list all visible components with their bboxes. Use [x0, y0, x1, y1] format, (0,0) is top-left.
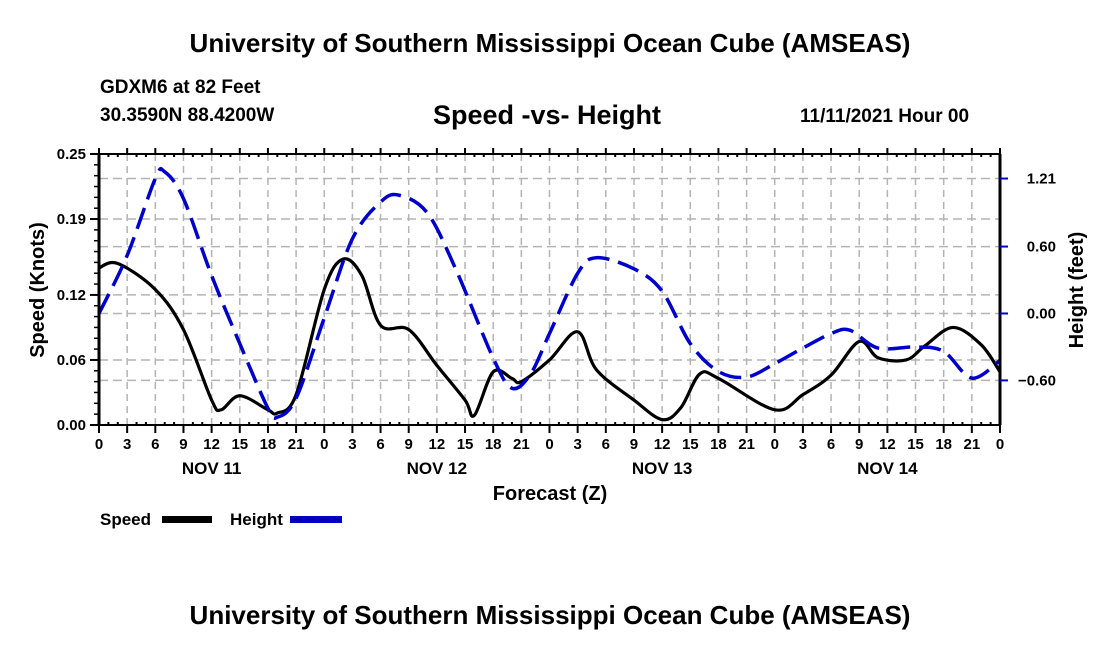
x-tick-label: 3: [573, 436, 581, 453]
x-tick-label: 0: [996, 436, 1004, 453]
x-tick-label: 6: [602, 436, 610, 453]
legend-label-speed: Speed: [100, 510, 151, 529]
day-label: NOV 12: [407, 459, 467, 478]
x-tick-label: 3: [123, 436, 131, 453]
legend-swatch-height: [290, 516, 342, 523]
x-tick-label: 9: [405, 436, 413, 453]
legend-swatch-speed: [162, 516, 212, 523]
x-tick-label: 15: [457, 436, 474, 453]
series-line-height: [97, 166, 1002, 421]
x-tick-label: 6: [151, 436, 159, 453]
x-tick-label: 18: [710, 436, 727, 453]
x-tick-label: 3: [799, 436, 807, 453]
footer-title: University of Southern Mississippi Ocean…: [189, 600, 911, 630]
x-tick-label: 18: [260, 436, 277, 453]
x-tick-label: 12: [203, 436, 220, 453]
x-tick-label: 15: [907, 436, 924, 453]
y-tick-label: 0.12: [57, 287, 86, 304]
chart-title: Speed -vs- Height: [433, 100, 662, 130]
series-line-speed: [98, 257, 1002, 422]
x-tick-label: 3: [348, 436, 356, 453]
x-tick-label: 21: [513, 436, 530, 453]
day-label: NOV 14: [857, 459, 918, 478]
x-tick-label: 21: [738, 436, 755, 453]
main-title: University of Southern Mississippi Ocean…: [189, 28, 911, 58]
y-tick-label: 0.25: [57, 146, 86, 163]
x-tick-label: 0: [771, 436, 779, 453]
forecast-date: 11/11/2021 Hour 00: [800, 106, 970, 127]
x-tick-label: 0: [545, 436, 553, 453]
x-tick-label: 9: [630, 436, 638, 453]
x-tick-label: 9: [855, 436, 863, 453]
x-tick-label: 6: [827, 436, 835, 453]
x-tick-label: 21: [288, 436, 305, 453]
station-label: GDXM6 at 82 Feet: [100, 77, 261, 98]
x-tick-label: 15: [231, 436, 248, 453]
legend-label-height: Height: [230, 510, 283, 529]
tick-layer: 0 3 6 9 12 15 18 21 0 3 6 9 12 15 18 21 0 3 6 9 12 15 18 21 0 3 6 9…: [57, 146, 1056, 478]
y2-tick-label: 1.21: [1027, 171, 1056, 188]
y2-tick-label: −0.60: [1018, 372, 1056, 389]
x-tick-label: 12: [654, 436, 671, 453]
x-tick-label: 18: [935, 436, 952, 453]
x-axis-label: Forecast (Z): [493, 483, 607, 505]
day-label: NOV 11: [182, 459, 242, 478]
x-tick-label: 9: [179, 436, 187, 453]
y2-axis-label: Height (feet): [1066, 232, 1088, 349]
y2-tick-label: 0.00: [1027, 305, 1056, 322]
y-axis-label: Speed (Knots): [27, 222, 49, 358]
y-tick-label: 0.06: [57, 352, 86, 369]
x-tick-label: 0: [95, 436, 103, 453]
series-layer: [97, 166, 1002, 422]
x-tick-label: 18: [485, 436, 502, 453]
x-tick-label: 6: [376, 436, 384, 453]
y-tick-label: 0.19: [57, 211, 86, 228]
y-tick-label: 0.00: [57, 417, 86, 434]
x-tick-label: 21: [964, 436, 981, 453]
legend: Speed Height: [100, 510, 342, 529]
grid: [99, 154, 1000, 425]
y2-tick-label: 0.60: [1027, 239, 1056, 256]
x-tick-label: 0: [320, 436, 328, 453]
x-tick-label: 12: [879, 436, 896, 453]
x-tick-label: 15: [682, 436, 699, 453]
day-label: NOV 13: [632, 459, 692, 478]
x-tick-label: 12: [429, 436, 446, 453]
coordinates-label: 30.3590N 88.4200W: [100, 105, 275, 126]
